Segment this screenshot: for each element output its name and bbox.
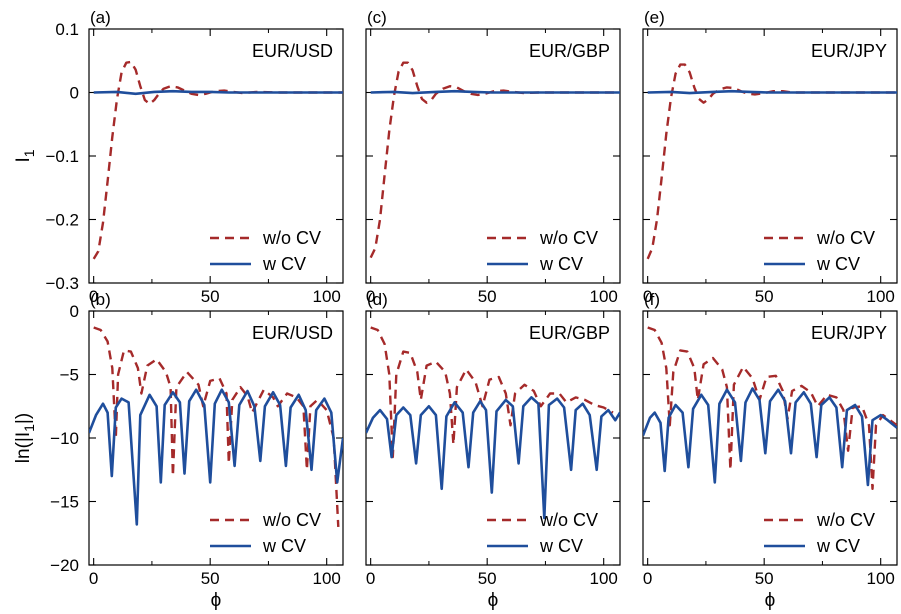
chart-panel: 0 50 100 0 −5 −10 −15 −20 (b) EUR/USD w/o CV w CV ϕ l…	[13, 290, 344, 611]
pair-label: EUR/USD	[252, 323, 333, 343]
chart-panel: 0 50 100 (f) EUR/JPY w/o CV w CV ϕ	[642, 290, 898, 611]
x-tick-label: 50	[478, 287, 497, 306]
legend-label: w CV	[816, 254, 860, 274]
panel-label: (a)	[90, 8, 111, 27]
series-group	[366, 326, 620, 520]
y-tick-label: −20	[50, 556, 79, 575]
y-tick-label: 0	[70, 84, 79, 103]
panel-label: (d)	[367, 290, 388, 309]
series-group	[92, 60, 343, 260]
y-axis-label: I1	[13, 149, 37, 162]
y-tick-label: −0.2	[45, 211, 79, 230]
legend-label: w/o CV	[816, 510, 875, 530]
x-tick-label: 50	[201, 287, 220, 306]
legend-label: w/o CV	[262, 228, 321, 248]
y-axis-label: ln(|I1|)	[13, 413, 37, 463]
legend-label: w CV	[262, 254, 306, 274]
series-line-w-cv	[370, 89, 620, 95]
series-line-wo-cv	[93, 326, 340, 527]
legend-label: w/o CV	[262, 510, 321, 530]
legend: w/o CV w CV	[764, 228, 875, 274]
legend-label: w CV	[262, 536, 306, 556]
y-tick-label: 0.1	[55, 20, 79, 39]
x-tick-label: 50	[755, 569, 774, 588]
panel-label: (b)	[90, 290, 111, 309]
x-tick-label: 100	[313, 569, 341, 588]
x-tick-label: 50	[478, 569, 497, 588]
x-tick-label: 50	[201, 569, 220, 588]
x-axis-label: ϕ	[211, 590, 222, 611]
series-line-wo-cv	[369, 61, 620, 259]
y-tick-label: −5	[60, 366, 79, 385]
legend-label: w CV	[816, 536, 860, 556]
series-line-wo-cv	[647, 326, 897, 490]
pair-label: EUR/USD	[252, 41, 333, 61]
series-group	[369, 61, 620, 259]
x-axis-label: ϕ	[488, 590, 499, 611]
legend-label: w CV	[539, 536, 583, 556]
y-tick-label: −15	[50, 493, 79, 512]
y-tick-label: 0	[70, 302, 79, 321]
y-tick-label: −0.1	[45, 147, 79, 166]
series-group	[643, 326, 897, 490]
legend-label: w/o CV	[539, 228, 598, 248]
x-tick-label: 0	[366, 287, 375, 306]
series-line-w-cv	[89, 388, 343, 526]
pair-label: EUR/JPY	[811, 41, 887, 61]
series-group	[89, 326, 343, 527]
x-axis-label: ϕ	[765, 590, 776, 611]
legend: w/o CV w CV	[210, 510, 321, 556]
y-tick-label: −10	[50, 429, 79, 448]
series-line-w-cv	[93, 89, 343, 96]
pair-label: EUR/GBP	[529, 323, 610, 343]
x-tick-label: 0	[643, 287, 652, 306]
chart-panel: 0 50 100 0.1 0 −0.1 −0.2 −0.3 (a) EUR/USD w/o CV w …	[13, 8, 344, 306]
x-tick-label: 100	[590, 287, 618, 306]
x-tick-label: 0	[366, 569, 375, 588]
x-tick-label: 0	[643, 569, 652, 588]
chart-panel: 0 50 100 (d) EUR/GBP w/o CV w CV ϕ	[365, 290, 621, 611]
panel-label: (c)	[367, 8, 387, 27]
x-tick-label: 100	[867, 287, 895, 306]
pair-label: EUR/JPY	[811, 323, 887, 343]
legend: w/o CV w CV	[487, 510, 598, 556]
series-line-wo-cv	[370, 326, 614, 459]
legend: w/o CV w CV	[764, 510, 875, 556]
y-tick-label: −0.3	[45, 274, 79, 293]
pair-label: EUR/GBP	[529, 41, 610, 61]
chart-panel: 0 50 100 (c) EUR/GBP w/o CV w CV	[365, 8, 621, 306]
x-tick-label: 0	[89, 569, 98, 588]
legend-label: w CV	[539, 254, 583, 274]
series-line-w-cv	[647, 89, 897, 95]
chart-panel: 0 50 100 (e) EUR/JPY w/o CV w CV	[642, 8, 898, 306]
x-tick-label: 100	[313, 287, 341, 306]
legend: w/o CV w CV	[210, 228, 321, 274]
x-tick-label: 100	[867, 569, 895, 588]
series-line-wo-cv	[646, 63, 897, 260]
legend-label: w/o CV	[539, 510, 598, 530]
series-group	[646, 63, 897, 260]
series-line-w-cv	[643, 387, 897, 487]
x-tick-label: 0	[89, 287, 98, 306]
series-line-wo-cv	[92, 60, 343, 260]
series-line-w-cv	[366, 396, 620, 520]
x-tick-label: 50	[755, 287, 774, 306]
panel-label: (f)	[644, 290, 660, 309]
legend-label: w/o CV	[816, 228, 875, 248]
legend: w/o CV w CV	[487, 228, 598, 274]
panel-label: (e)	[644, 8, 665, 27]
x-tick-label: 100	[590, 569, 618, 588]
